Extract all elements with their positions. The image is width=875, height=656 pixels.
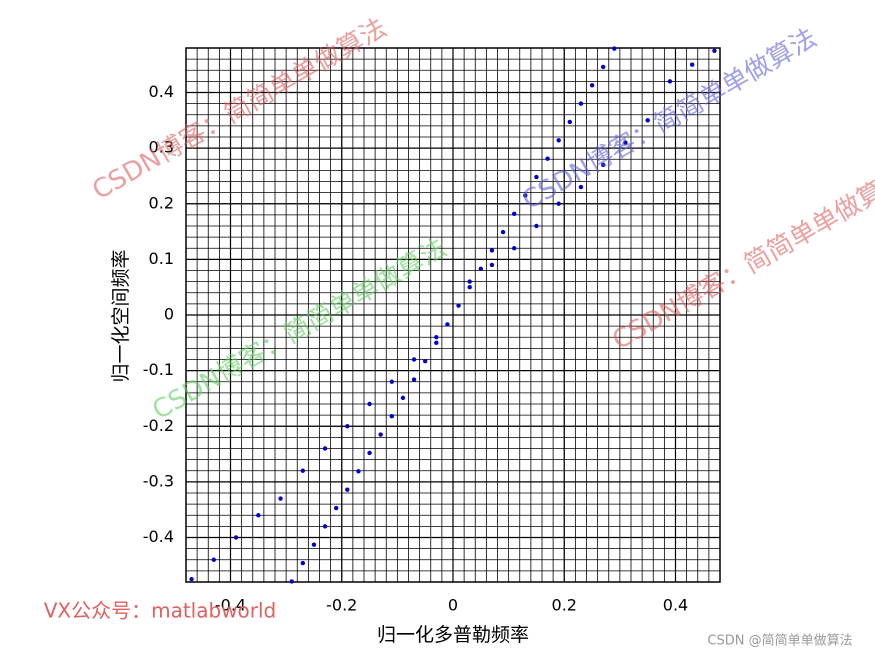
point [300,560,306,566]
point [233,535,239,540]
x-tick-label: 0.2 [552,596,577,615]
point [333,505,339,511]
point [422,358,428,364]
point [411,357,417,362]
point [545,156,550,161]
watermark: VX公众号：matlabworld [44,599,277,623]
watermark: CSDN @简简单单做算法 [707,633,852,649]
point [600,162,606,168]
point [345,424,350,429]
x-tick-label: -0.4 [215,596,246,615]
point [389,379,395,384]
point [511,246,517,251]
point [623,140,628,145]
point [567,119,573,125]
point [300,468,306,473]
point [534,174,539,180]
point [578,101,584,106]
point [434,335,439,340]
watermark: CSDN博客：简简单单做算法 [148,233,452,426]
point [322,446,328,451]
point [345,487,350,492]
point [667,79,673,84]
y-tick-label: -0.4 [143,527,174,546]
x-tick-label: -0.2 [326,596,357,615]
point [278,496,283,501]
point [378,432,383,437]
point [356,469,361,474]
y-tick-label: 0 [164,305,174,324]
plot-frame [185,47,721,583]
point [578,184,584,190]
x-tick-label: 0 [448,596,458,615]
x-axis-label: 归一化多普勒频率 [377,624,529,646]
point [456,303,461,308]
point [467,279,472,284]
point [367,450,372,456]
point [400,395,406,401]
point [645,118,650,123]
x-tick-label: 0.4 [663,596,688,615]
point [434,340,439,346]
point [489,262,495,268]
point [600,64,606,70]
point [556,201,561,206]
point [612,46,617,51]
point [689,62,695,67]
y-axis-label: 归一化空间频率 [110,249,132,382]
point [189,577,194,582]
y-tick-label: -0.1 [143,360,174,379]
y-tick-label: 0.1 [149,249,174,268]
point [411,377,417,382]
point [311,542,317,547]
point [445,322,450,327]
point [500,229,506,235]
point [489,248,495,253]
y-tick-label: 0.3 [149,138,174,157]
point [478,266,484,272]
y-tick-label: -0.2 [143,416,174,435]
point [367,401,372,407]
point [712,48,717,53]
point [556,138,561,143]
point [389,414,395,419]
point [511,211,517,216]
y-tick-label: 0.4 [149,82,174,101]
y-tick-label: 0.2 [149,193,174,212]
y-tick-label: -0.3 [143,471,174,490]
watermark: CSDN博客：简简单单做算法 [518,23,822,216]
point [322,524,328,529]
point [467,284,472,290]
point [534,223,539,229]
point [211,557,217,562]
point [589,83,595,88]
point [289,579,294,584]
point [256,513,261,518]
point [523,193,528,198]
watermark: CSDN博客：简简单单做算法 [88,13,392,206]
